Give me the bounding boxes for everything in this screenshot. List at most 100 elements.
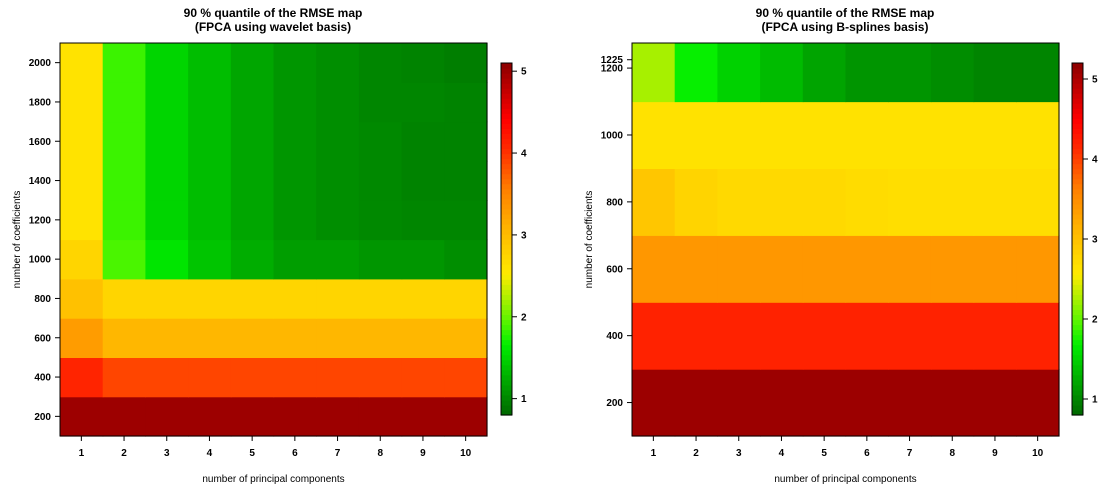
heatmap-cell bbox=[674, 101, 718, 170]
heatmap-cell bbox=[60, 160, 104, 201]
x-tick-label: 10 bbox=[1032, 448, 1044, 459]
heatmap-cell bbox=[760, 369, 804, 437]
heatmap-cell bbox=[316, 200, 360, 241]
heatmap-cell bbox=[674, 168, 718, 236]
heatmap-cell bbox=[60, 396, 104, 437]
colorbar-segment bbox=[1072, 259, 1083, 265]
heatmap-cell bbox=[802, 168, 847, 236]
colorbar-segment bbox=[1072, 93, 1083, 99]
colorbar-segment bbox=[501, 63, 512, 69]
colorbar-tick-label: 4 bbox=[1092, 155, 1098, 166]
heatmap-cell bbox=[401, 82, 445, 123]
colorbar-segment bbox=[1072, 364, 1083, 371]
y-tick-label: 1400 bbox=[29, 176, 52, 187]
heatmap-cell bbox=[273, 43, 317, 83]
colorbar-segment bbox=[501, 259, 512, 265]
colorbar-segment bbox=[1072, 178, 1083, 185]
heatmap-cell bbox=[316, 160, 360, 201]
heatmap-cell bbox=[60, 278, 104, 319]
heatmap-cell bbox=[273, 200, 317, 241]
heatmap-cell bbox=[760, 302, 804, 370]
heatmap-cell bbox=[102, 43, 146, 83]
heatmap-cell bbox=[845, 302, 889, 370]
heatmap-cell bbox=[230, 357, 275, 398]
heatmap-cell bbox=[802, 101, 847, 170]
heatmap-cell bbox=[674, 235, 718, 303]
heatmap-cell bbox=[145, 200, 189, 241]
heatmap-cell bbox=[273, 357, 317, 398]
heatmap-cell bbox=[401, 239, 445, 280]
colorbar-segment bbox=[501, 148, 512, 155]
colorbar-segment bbox=[1072, 218, 1083, 225]
plot-frame bbox=[59, 42, 488, 437]
colorbar-segment bbox=[1072, 143, 1083, 150]
heatmap-cell bbox=[444, 318, 488, 358]
colorbar-segment bbox=[1072, 239, 1083, 245]
y-axis-label: number of coefficients bbox=[584, 191, 595, 289]
colorbar-segment bbox=[501, 153, 512, 160]
x-tick-label: 7 bbox=[335, 448, 341, 459]
heatmap-cell bbox=[60, 357, 104, 398]
heatmap-cell bbox=[717, 168, 761, 236]
colorbar-segment bbox=[1072, 108, 1083, 114]
heatmap-cell bbox=[845, 101, 889, 170]
colorbar-segment bbox=[501, 379, 512, 386]
colorbar-segment bbox=[1072, 369, 1083, 376]
heatmap-cell bbox=[973, 235, 1017, 303]
heatmap-cells bbox=[632, 43, 1060, 437]
heatmap-cell bbox=[401, 357, 445, 398]
chart-subtitle: (FPCA using B-splines basis) bbox=[762, 20, 929, 34]
colorbar-segment bbox=[501, 299, 512, 305]
heatmap-cell bbox=[1016, 369, 1060, 437]
colorbar-tick-label: 1 bbox=[1092, 395, 1098, 406]
heatmap-cell bbox=[145, 396, 189, 437]
heatmap-cell bbox=[230, 239, 275, 280]
colorbar-segment bbox=[501, 228, 512, 235]
heatmap-cell bbox=[930, 168, 975, 236]
y-tick-label: 1600 bbox=[29, 137, 52, 148]
heatmap-cell bbox=[358, 43, 403, 83]
y-tick-label: 1200 bbox=[601, 64, 624, 75]
colorbar-segment bbox=[501, 264, 512, 270]
x-tick-label: 8 bbox=[949, 448, 955, 459]
colorbar-segment bbox=[1072, 173, 1083, 180]
heatmap-cell bbox=[60, 43, 104, 83]
heatmap-cell bbox=[145, 318, 189, 358]
heatmap-cell bbox=[230, 200, 275, 241]
heatmap-cell bbox=[188, 121, 232, 162]
heatmap-cell bbox=[230, 43, 275, 83]
x-tick-label: 5 bbox=[821, 448, 827, 459]
heatmap-cell bbox=[273, 82, 317, 123]
heatmap-cell bbox=[888, 43, 932, 103]
heatmap-cell bbox=[888, 101, 932, 170]
colorbar-frame bbox=[500, 62, 513, 416]
heatmap-cell bbox=[401, 278, 445, 319]
x-tick-label: 3 bbox=[164, 448, 170, 459]
heatmap-cell bbox=[444, 357, 488, 398]
plot-frame bbox=[631, 42, 1060, 437]
colorbar-segment bbox=[1072, 103, 1083, 109]
colorbar-segment bbox=[501, 73, 512, 79]
heatmap-cell bbox=[401, 396, 445, 437]
heatmap-cell bbox=[188, 239, 232, 280]
heatmap-cell bbox=[60, 239, 104, 280]
heatmap-cell bbox=[358, 200, 403, 241]
heatmap-cell bbox=[316, 239, 360, 280]
heatmap-cell bbox=[930, 235, 975, 303]
y-tick-label: 2000 bbox=[29, 58, 52, 69]
colorbar-segment bbox=[1072, 83, 1083, 89]
colorbar-segment bbox=[501, 319, 512, 326]
colorbar-segment bbox=[1072, 123, 1083, 129]
colorbar-segment bbox=[501, 329, 512, 336]
colorbar-segment bbox=[1072, 233, 1083, 240]
heatmap-cell bbox=[674, 43, 718, 103]
colorbar-segment bbox=[1072, 244, 1083, 250]
colorbar-segment bbox=[1072, 304, 1083, 310]
colorbar-segment bbox=[501, 309, 512, 316]
heatmap-cell bbox=[674, 369, 718, 437]
heatmap-cell bbox=[145, 121, 189, 162]
colorbar-segment bbox=[501, 108, 512, 114]
x-tick-label: 7 bbox=[907, 448, 913, 459]
x-tick-label: 1 bbox=[79, 448, 85, 459]
colorbar-segment bbox=[501, 93, 512, 99]
